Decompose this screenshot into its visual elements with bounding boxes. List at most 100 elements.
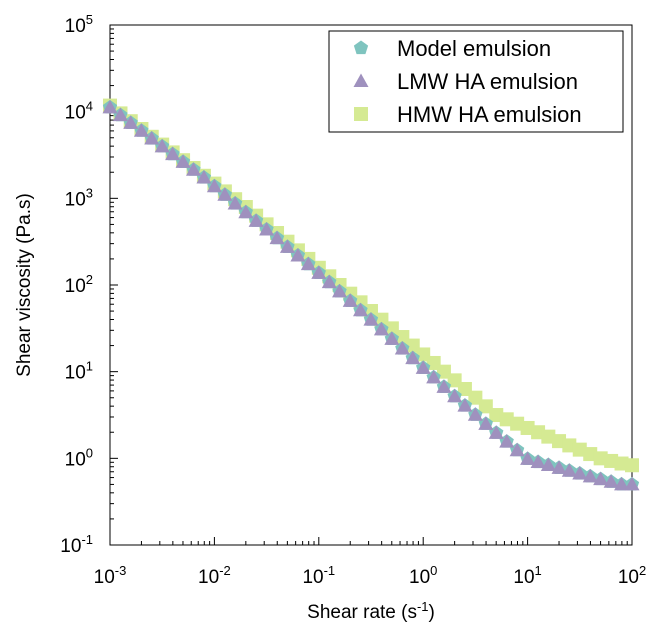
data-point [154,138,170,153]
data-point [321,274,337,289]
data-point [227,196,243,210]
data-point [133,123,149,137]
data-series [102,98,640,491]
data-point [300,256,316,271]
y-tick-base: 10 [65,363,86,384]
x-tick-base: 10 [94,567,115,588]
data-point [614,476,630,491]
x-tick-exponent: -3 [115,563,127,578]
x-tick-label: 10-1 [302,563,335,588]
data-point [290,247,306,262]
data-point [394,341,410,355]
data-point [467,407,483,421]
data-point [259,221,275,236]
y-tick-exponent: 0 [86,445,93,460]
data-point [206,178,222,193]
data-point [353,302,369,317]
y-tick-base: 10 [65,103,86,124]
legend-label: LMW HA emulsion [397,69,578,94]
y-axis-title: Shear viscosity (Pa.s) [14,193,35,377]
data-point [248,213,264,227]
data-point [593,471,609,486]
data-point [436,379,452,393]
x-tick-label: 10-2 [198,563,231,588]
data-point [165,146,181,161]
data-point [144,131,160,145]
legend-swatch [353,40,369,55]
data-point [499,434,515,448]
data-point [426,369,442,384]
y-tick-label: 102 [65,272,93,297]
y-tick-label: 100 [65,445,93,470]
x-tick-base: 10 [302,567,323,588]
x-tick-exponent: 0 [430,563,437,578]
legend: Model emulsion LMW HA emulsion HMW HA emul… [328,30,624,133]
y-tick-base: 10 [65,189,86,210]
series-triangle [102,99,640,491]
x-tick-label: 10-3 [94,563,127,588]
data-point [541,429,556,444]
x-tick-exponent: 2 [639,563,646,578]
legend-swatch [354,107,368,121]
data-point [342,293,358,307]
data-point [123,115,139,129]
data-point [373,321,389,336]
data-point [520,451,536,465]
data-point [238,204,254,219]
data-point [488,425,504,439]
data-point [457,398,473,412]
data-point [572,466,588,480]
data-point [530,454,546,469]
y-tick-base: 10 [60,536,81,557]
x-tick-base: 10 [513,567,534,588]
x-tick-exponent: -1 [324,563,336,578]
data-point [102,99,118,114]
x-axis-title: Shear rate (s-1) [307,599,435,623]
data-point [112,107,128,122]
data-point [269,230,285,245]
x-axis-ticks: 10-3 10-2 10-1 100 101 102 [94,537,646,588]
data-point [279,239,295,253]
data-point [405,350,421,365]
y-tick-base: 10 [65,449,86,470]
data-point [175,154,191,168]
x-tick-exponent: 1 [535,563,542,578]
y-tick-exponent: 2 [86,272,93,287]
data-point [561,463,577,477]
data-point [447,388,463,403]
data-point [625,458,639,473]
legend-swatch [353,73,369,87]
data-point [186,162,202,176]
data-point [603,474,619,488]
data-point [551,460,567,474]
x-tick-label: 102 [618,563,646,588]
data-point [217,187,233,201]
legend-label: Model emulsion [397,36,551,61]
x-axis-title-close: ) [429,602,435,623]
data-point [582,468,598,483]
y-tick-base: 10 [65,276,86,297]
y-tick-exponent: 3 [86,185,93,200]
data-point [363,312,379,326]
data-point [311,265,327,279]
x-tick-base: 10 [409,567,430,588]
data-point [384,331,400,345]
x-tick-exponent: -2 [219,563,231,578]
data-point [624,476,640,491]
x-axis-title-exponent: -1 [417,599,429,614]
legend-box [328,30,624,133]
data-point [332,283,348,298]
data-point [540,457,556,471]
x-tick-base: 10 [198,567,219,588]
data-point [415,360,431,374]
y-tick-label: 103 [65,185,93,210]
y-tick-label: 105 [65,12,93,37]
y-tick-exponent: -1 [81,532,93,547]
y-tick-exponent: 4 [86,99,93,114]
y-tick-exponent: 1 [86,359,93,374]
y-tick-label: 10-1 [60,532,93,557]
y-tick-label: 101 [65,359,93,384]
x-tick-label: 101 [513,563,541,588]
x-tick-label: 100 [409,563,437,588]
